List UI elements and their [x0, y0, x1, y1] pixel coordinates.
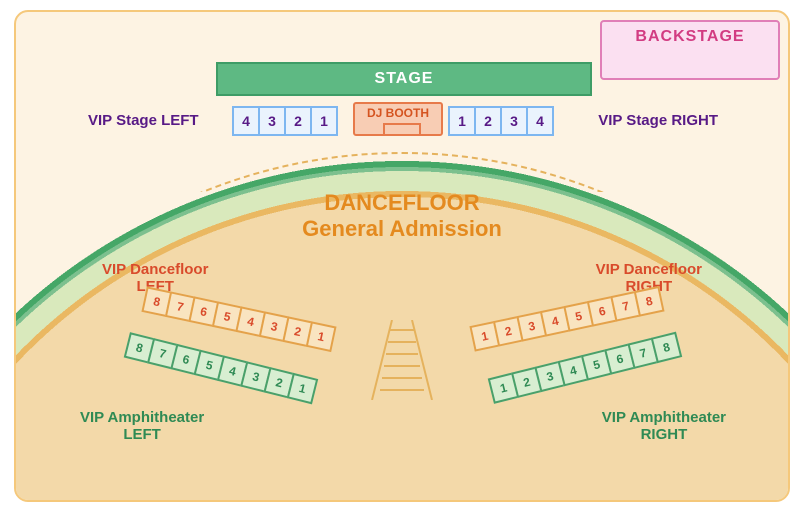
- dancefloor-title: DANCEFLOOR General Admission: [16, 190, 788, 243]
- vip-amphitheater-left-label: VIP Amphitheater LEFT: [80, 410, 204, 443]
- seat-box[interactable]: 2: [474, 106, 502, 136]
- aisle-stairs-icon: [362, 320, 442, 400]
- seat-box[interactable]: 1: [310, 106, 338, 136]
- stage-label: STAGE: [375, 70, 434, 88]
- seat-box[interactable]: 8: [634, 286, 665, 317]
- backstage-area[interactable]: BACKSTAGE: [600, 20, 780, 80]
- seat-box[interactable]: 3: [500, 106, 528, 136]
- dj-table-icon: [383, 123, 421, 135]
- seat-box[interactable]: 1: [448, 106, 476, 136]
- stage-row: VIP Stage LEFT 4321 DJ BOOTH 1234 VIP St…: [16, 106, 788, 142]
- dj-booth-label: DJ BOOTH: [355, 106, 441, 120]
- stage-area[interactable]: STAGE: [216, 62, 592, 96]
- seat-box[interactable]: 4: [232, 106, 260, 136]
- vip-amphitheater-right-label: VIP Amphitheater RIGHT: [602, 410, 726, 443]
- seat-box[interactable]: 3: [258, 106, 286, 136]
- vip-stage-right-label: VIP Stage RIGHT: [598, 112, 718, 129]
- dancefloor-title-line2: General Admission: [302, 216, 502, 241]
- backstage-label: BACKSTAGE: [635, 28, 744, 46]
- dancefloor-title-line1: DANCEFLOOR: [324, 190, 479, 215]
- seat-box[interactable]: 4: [526, 106, 554, 136]
- seat-box[interactable]: 2: [284, 106, 312, 136]
- vip-stage-left-boxes: 4321: [232, 106, 336, 136]
- vip-stage-right-boxes: 1234: [448, 106, 552, 136]
- dj-booth[interactable]: DJ BOOTH: [353, 102, 443, 136]
- vip-stage-left-label: VIP Stage LEFT: [88, 112, 199, 129]
- seating-map: BACKSTAGE STAGE VIP Stage LEFT 4321 DJ B…: [14, 10, 790, 502]
- seat-box[interactable]: 1: [306, 321, 337, 352]
